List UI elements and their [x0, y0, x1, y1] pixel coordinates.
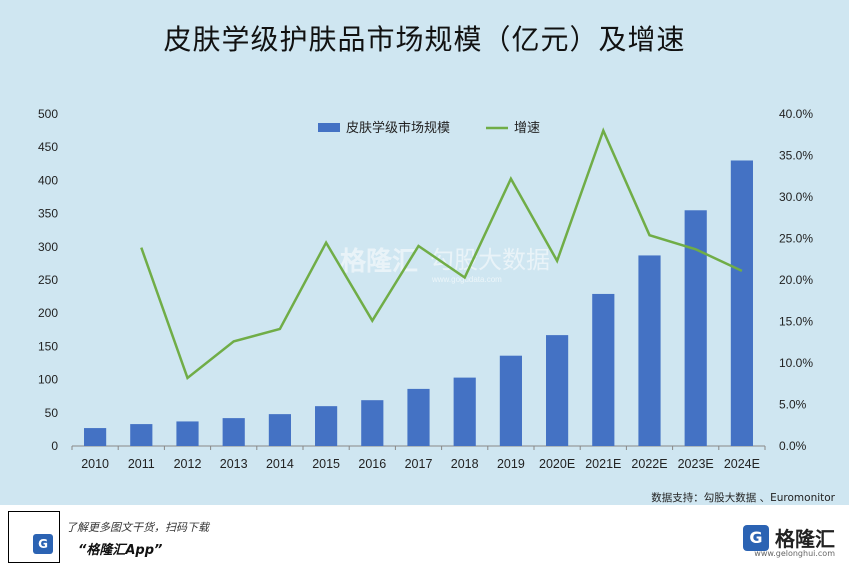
bar [684, 210, 707, 446]
y-right-tick-label: 0.0% [779, 439, 807, 453]
y-left-tick-label: 500 [38, 107, 58, 121]
bar [407, 388, 430, 446]
bar [730, 160, 753, 446]
x-tick-label: 2013 [220, 457, 248, 471]
bar [84, 428, 107, 446]
x-tick-label: 2020E [539, 457, 575, 471]
bar [315, 406, 338, 446]
legend-bar-swatch [318, 123, 340, 132]
x-tick-label: 2023E [678, 457, 714, 471]
y-left-tick-label: 50 [45, 406, 59, 420]
footer: G 了解更多图文干货，扫码下载 “格隆汇App” G 格隆汇 www.gelon… [0, 505, 849, 571]
bar [592, 293, 615, 446]
bar [499, 355, 522, 446]
bar [222, 418, 245, 446]
y-right-tick-label: 20.0% [779, 273, 813, 287]
x-tick-label: 2024E [724, 457, 760, 471]
bar [268, 414, 291, 446]
y-left-tick-label: 200 [38, 306, 58, 320]
y-right-tick-label: 15.0% [779, 315, 813, 329]
y-left-tick-label: 150 [38, 339, 58, 353]
bar [361, 400, 384, 446]
x-tick-label: 2019 [497, 457, 525, 471]
footer-app-name: “格隆汇App” [78, 543, 163, 558]
bar [453, 377, 476, 446]
qr-logo-icon: G [33, 534, 53, 554]
legend-bar-label: 皮肤学级市场规模 [346, 120, 450, 135]
y-right-tick-label: 35.0% [779, 149, 813, 163]
brand-url: www.gelonghui.com [754, 549, 835, 558]
x-tick-label: 2015 [312, 457, 340, 471]
x-tick-label: 2021E [585, 457, 621, 471]
y-right-tick-label: 40.0% [779, 107, 813, 121]
brand-logo: G 格隆汇 www.gelonghui.com [743, 523, 835, 558]
growth-line [140, 127, 743, 381]
x-tick-label: 2016 [358, 457, 386, 471]
y-left-tick-label: 250 [38, 273, 58, 287]
chart-title: 皮肤学级护肤品市场规模（亿元）及增速 [163, 23, 686, 56]
x-tick-label: 2018 [451, 457, 479, 471]
x-tick-label: 2012 [174, 457, 202, 471]
y-left-tick-label: 100 [38, 373, 58, 387]
bar [638, 255, 661, 446]
bar [130, 424, 153, 446]
x-tick-label: 2010 [81, 457, 109, 471]
chart-area: 格隆汇 勾股大数据 www.gogudata.com 0 50 100 150 200 250 3… [0, 90, 849, 490]
y-left-tick-label: 0 [51, 439, 58, 453]
x-tick-label: 2011 [128, 457, 155, 471]
y-left-tick-label: 300 [38, 240, 58, 254]
y-right-tick-label: 30.0% [779, 190, 813, 204]
bar [546, 335, 569, 446]
x-tick-label: 2017 [405, 457, 433, 471]
qr-code[interactable]: G [8, 511, 60, 563]
y-right-tick-label: 25.0% [779, 232, 813, 246]
watermark-partner: 勾股大数据 [430, 247, 550, 274]
legend-line-label: 增速 [514, 120, 540, 135]
brand-icon: G [743, 524, 769, 551]
x-tick-label: 2014 [266, 457, 294, 471]
data-source: 数据支持：勾股大数据 、Euromonitor [651, 492, 835, 504]
y-right-tick-label: 10.0% [779, 356, 813, 370]
x-tick-label: 2022E [631, 457, 667, 471]
y-left-tick-label: 450 [38, 140, 58, 154]
brand-name: 格隆汇 [775, 527, 835, 551]
watermark-brand: 格隆汇 [340, 246, 418, 276]
y-left-tick-label: 350 [38, 207, 58, 221]
footer-tagline: 了解更多图文干货，扫码下载 [66, 521, 209, 534]
watermark-url: www.gogudata.com [431, 275, 502, 284]
y-left-tick-label: 400 [38, 173, 58, 187]
y-right-tick-label: 5.0% [779, 398, 807, 412]
bar [176, 421, 199, 446]
